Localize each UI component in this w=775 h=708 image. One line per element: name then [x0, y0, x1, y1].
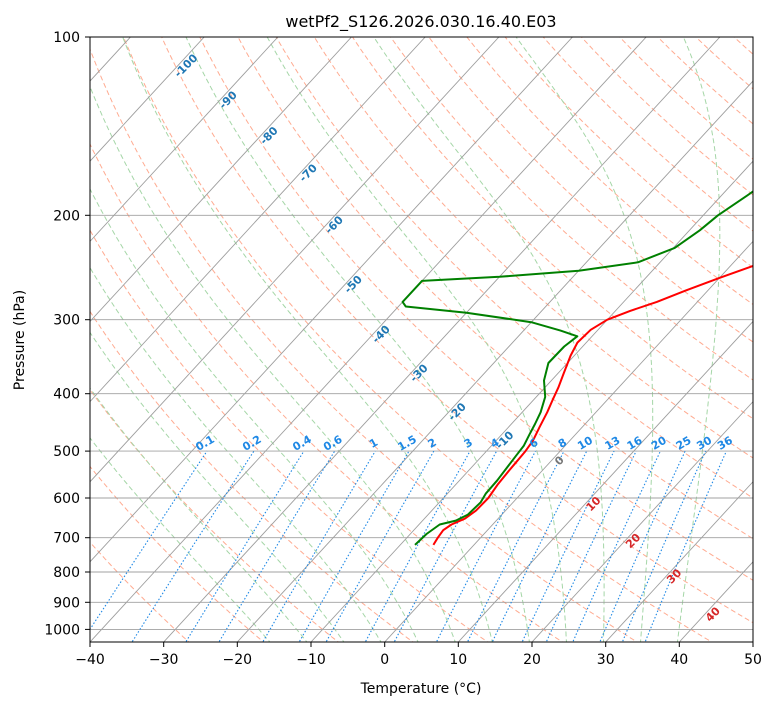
- x-tick-label: −30: [149, 652, 179, 668]
- x-tick-label: 30: [597, 652, 615, 668]
- chart-title: wetPf2_S126.2026.030.16.40.E03: [285, 12, 556, 32]
- isotherm: [90, 37, 573, 563]
- mixing-ratio-line: [545, 450, 637, 642]
- isotherm: [90, 37, 279, 243]
- isotherm: [163, 37, 721, 642]
- mixing-ratio-line: [644, 450, 727, 642]
- isotherm: [310, 160, 753, 642]
- dry-adiabat: [275, 37, 753, 499]
- x-tick-label: −10: [296, 652, 326, 668]
- dry-adiabat: [90, 465, 265, 642]
- isotherm: [90, 37, 205, 162]
- isotherm: [90, 37, 352, 323]
- dewpoint-line: [401, 190, 753, 546]
- y-tick-label: 500: [53, 444, 80, 460]
- x-tick-label: 20: [523, 652, 541, 668]
- x-tick-label: 10: [449, 652, 467, 668]
- y-tick-label: 800: [53, 565, 80, 581]
- y-tick-label: 200: [53, 208, 80, 224]
- moist-adiabat: [90, 187, 419, 642]
- y-axis-title: Pressure (hPa): [12, 290, 28, 390]
- dry-adiabat: [90, 389, 340, 642]
- isotherm: [531, 400, 753, 642]
- mixing-ratio-line: [491, 450, 588, 642]
- y-tick-label: 100: [53, 30, 80, 46]
- dry-adiabat: [122, 37, 713, 642]
- dry-adiabat: [161, 37, 753, 624]
- x-tick-label: 40: [670, 652, 688, 668]
- mixing-ratio-line: [262, 450, 376, 642]
- y-tick-label: 700: [53, 531, 80, 547]
- mixing-ratio-lines: [90, 450, 727, 642]
- isotherm: [457, 320, 753, 642]
- dry-adiabat: [389, 37, 753, 381]
- y-axis-ticks: 100 200 300 400 500 600 700 800 900 1000: [44, 30, 90, 638]
- isotherm: [90, 37, 647, 642]
- plot-frame: [89, 36, 754, 643]
- y-tick-label: 1000: [44, 622, 80, 638]
- moist-adiabat: [90, 85, 456, 642]
- dry-adiabat: [90, 142, 564, 642]
- profile-lines: [401, 190, 753, 546]
- isotherm: [90, 37, 426, 403]
- x-axis-title: Temperature (°C): [360, 681, 482, 697]
- mixing-ratio-line: [466, 450, 565, 642]
- x-tick-label: −20: [223, 652, 253, 668]
- mixing-ratio-line: [185, 450, 305, 642]
- mixing-ratio-line: [131, 450, 255, 642]
- isotherm: [384, 240, 753, 642]
- dry-adiabat: [199, 37, 753, 581]
- y-tick-label: 900: [53, 595, 80, 611]
- dry-adiabat: [90, 229, 489, 642]
- dry-adiabat: [351, 37, 753, 420]
- isobars: [90, 37, 753, 630]
- mixing-ratio-line: [621, 450, 707, 642]
- mixing-ratio-line: [218, 450, 336, 642]
- y-tick-label: 300: [53, 313, 80, 329]
- isotherm: [605, 481, 753, 642]
- mixing-ratio-line: [393, 450, 498, 642]
- temperature-line: [432, 264, 753, 546]
- x-tick-label: −40: [75, 652, 105, 668]
- x-tick-label: 50: [744, 652, 762, 668]
- y-tick-label: 400: [53, 387, 80, 403]
- mixing-ratio-line: [521, 450, 615, 642]
- dry-adiabats: [90, 37, 753, 642]
- mixing-ratio-line: [599, 450, 686, 642]
- isotherms: [0, 37, 753, 642]
- isotherm: [90, 37, 500, 483]
- y-tick-label: 600: [53, 491, 80, 507]
- x-axis-ticks: −40 −30 −20 −10 0 10 20 30 40 50: [75, 642, 762, 668]
- mixing-ratio-line: [435, 450, 536, 642]
- mixing-ratio-line: [90, 450, 208, 631]
- isotherm: [752, 641, 753, 642]
- plot-background: [90, 37, 753, 642]
- isotherm: [0, 37, 57, 642]
- mixing-ratio-line: [298, 450, 410, 642]
- isotherm: [236, 80, 753, 642]
- x-tick-label: 0: [380, 652, 389, 668]
- mixing-ratio-line: [572, 450, 661, 642]
